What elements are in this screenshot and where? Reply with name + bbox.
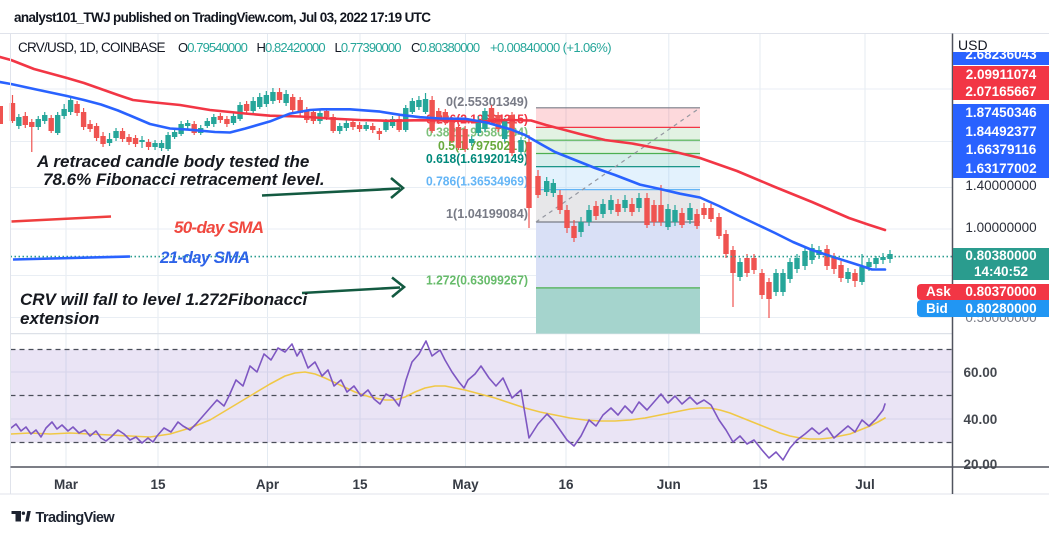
svg-text:0.618(1.61920149): 0.618(1.61920149) <box>426 151 528 166</box>
svg-text:0.786(1.36534969): 0.786(1.36534969) <box>426 174 528 189</box>
svg-text:1.272(0.63099267): 1.272(0.63099267) <box>426 273 528 288</box>
svg-text:1(1.04199084): 1(1.04199084) <box>446 206 528 221</box>
svg-text:0(2.55301349): 0(2.55301349) <box>446 94 528 109</box>
